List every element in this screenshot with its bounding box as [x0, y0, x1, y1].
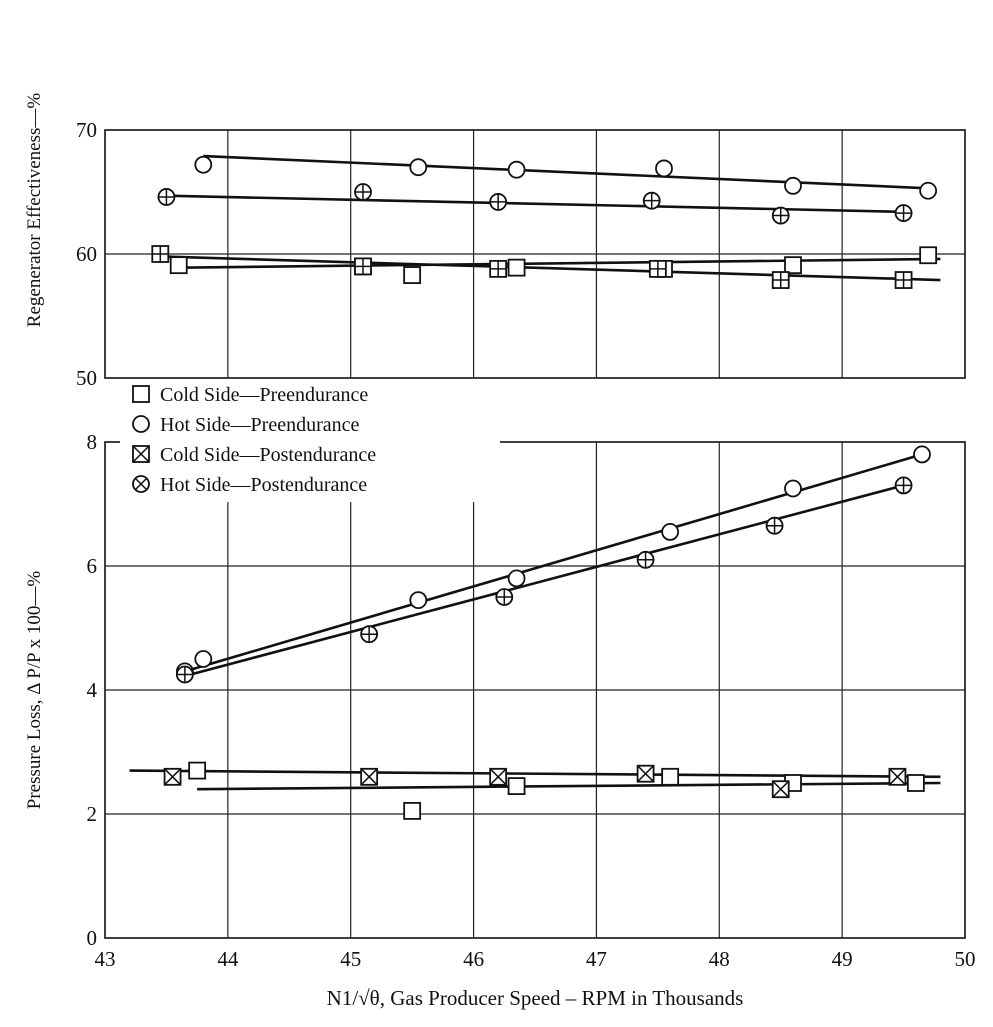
- pressure-loss-y-tick-label: 2: [87, 802, 98, 826]
- legend-label: Cold Side—Postendurance: [160, 444, 376, 466]
- effectiveness-data-point: [642, 191, 661, 210]
- pressure-loss-data-point: [913, 445, 931, 464]
- effectiveness-y-tick-label: 70: [76, 118, 97, 142]
- pressure-loss-y-tick-label: 0: [87, 926, 98, 950]
- effectiveness-data-point: [894, 204, 913, 222]
- effectiveness-data-point: [403, 266, 422, 284]
- legend: Cold Side—Preendurance Hot Side—Preendura…: [120, 382, 500, 502]
- effectiveness-data-point: [157, 188, 176, 206]
- effectiveness-data-point: [489, 193, 508, 211]
- pressure-loss-data-point: [360, 625, 379, 644]
- legend-marker: [132, 385, 150, 403]
- legend-label: Hot Side—Preendurance: [160, 414, 360, 436]
- pressure-loss-data-point: [489, 767, 508, 786]
- pressure-loss-fit-line: [197, 781, 941, 791]
- effectiveness-y-tick-label: 50: [76, 366, 97, 390]
- pressure-loss-y-tick-label: 6: [87, 554, 98, 578]
- pressure-loss-y-tick-label: 4: [87, 678, 98, 702]
- effectiveness-panel: 50 60 70 Regenerator Effectiveness—%: [24, 93, 966, 390]
- x-tick-label: 50: [955, 947, 976, 971]
- effectiveness-data-point: [169, 256, 188, 275]
- effectiveness-data-point: [784, 176, 802, 195]
- effectiveness-data-point: [151, 245, 170, 263]
- pressure-loss-gridlines: [105, 442, 965, 938]
- effectiveness-data-point: [194, 155, 213, 174]
- x-tick-label: 48: [709, 947, 730, 971]
- effectiveness-data-point: [648, 259, 667, 278]
- pressure-loss-fit-lines: [129, 453, 941, 791]
- pressure-loss-data-point: [636, 764, 655, 783]
- effectiveness-data-point: [507, 160, 526, 179]
- effectiveness-fit-line: [166, 194, 904, 214]
- pressure-loss-data-point: [771, 780, 790, 799]
- effectiveness-plot-frame: [104, 129, 966, 379]
- effectiveness-data-point: [409, 158, 428, 177]
- x-tick-label: 47: [586, 947, 607, 971]
- x-tick-label: 46: [463, 947, 484, 971]
- pressure-loss-y-tick-labels: 0 2 4 6 8: [87, 430, 98, 950]
- effectiveness-data-point: [655, 159, 673, 178]
- effectiveness-data-point: [771, 271, 790, 289]
- x-tick-label: 49: [832, 947, 853, 971]
- pressure-loss-data-point: [636, 550, 655, 569]
- pressure-loss-data-point: [360, 767, 379, 786]
- pressure-loss-x-tick-labels: 43 44 45 46 47 48 49 50: [95, 947, 976, 971]
- legend-marker: [132, 415, 150, 433]
- effectiveness-fit-line: [160, 255, 941, 282]
- effectiveness-fit-line: [203, 154, 929, 190]
- pressure-loss-data-point: [194, 650, 213, 668]
- pressure-loss-markers: [163, 445, 931, 820]
- pressure-loss-data-point: [661, 767, 680, 786]
- pressure-loss-plot-frame: [104, 441, 966, 939]
- pressure-loss-data-point: [661, 523, 680, 541]
- effectiveness-data-point: [354, 257, 372, 276]
- pressure-loss-data-point: [906, 774, 925, 792]
- pressure-loss-data-point: [765, 516, 784, 535]
- pressure-loss-fit-line: [129, 769, 941, 779]
- effectiveness-data-point: [354, 183, 372, 201]
- effectiveness-data-point: [919, 246, 938, 265]
- legend-marker: [132, 445, 150, 463]
- pressure-loss-data-point: [888, 767, 907, 786]
- effectiveness-y-axis-label: Regenerator Effectiveness—%: [24, 93, 45, 328]
- pressure-loss-fit-line: [178, 484, 904, 679]
- effectiveness-fit-line: [178, 257, 941, 269]
- effectiveness-data-point: [771, 206, 790, 225]
- x-tick-label: 44: [217, 947, 239, 971]
- legend-marker: [132, 475, 150, 493]
- effectiveness-data-point: [919, 181, 938, 200]
- pressure-loss-y-tick-label: 8: [87, 430, 98, 454]
- x-tick-label: 43: [95, 947, 116, 971]
- pressure-loss-data-point: [495, 588, 514, 606]
- legend-background: [120, 382, 500, 502]
- pressure-loss-data-point: [894, 476, 913, 495]
- pressure-loss-data-point: [188, 761, 207, 780]
- effectiveness-y-tick-label: 60: [76, 242, 97, 266]
- effectiveness-data-point: [507, 258, 526, 277]
- effectiveness-data-point: [894, 271, 913, 289]
- effectiveness-y-tick-labels: 50 60 70: [76, 118, 97, 390]
- pressure-loss-data-point: [163, 767, 182, 786]
- x-axis-label: N1/√θ, Gas Producer Speed – RPM in Thous…: [327, 986, 744, 1010]
- legend-label: Hot Side—Postendurance: [160, 474, 367, 496]
- effectiveness-markers: [151, 155, 938, 289]
- effectiveness-data-point: [489, 259, 508, 278]
- pressure-loss-data-point: [403, 802, 422, 820]
- pressure-loss-data-point: [507, 777, 526, 795]
- effectiveness-data-point: [784, 256, 802, 275]
- x-tick-label: 45: [340, 947, 361, 971]
- pressure-loss-data-point: [175, 665, 194, 684]
- pressure-loss-y-axis-label: Pressure Loss, Δ P/P x 100—%: [24, 571, 45, 810]
- pressure-loss-data-point: [409, 591, 428, 609]
- legend-label: Cold Side—Preendurance: [160, 384, 368, 406]
- pressure-loss-data-point: [507, 569, 526, 588]
- effectiveness-gridlines: [105, 130, 965, 378]
- pressure-loss-data-point: [784, 479, 802, 498]
- effectiveness-fit-lines: [160, 154, 941, 282]
